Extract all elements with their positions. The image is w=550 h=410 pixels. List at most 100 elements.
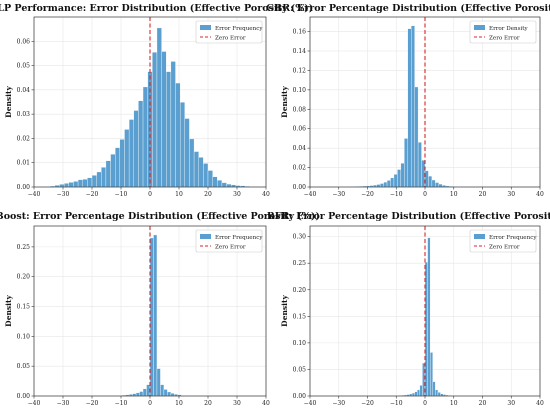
y-tick-label: 0.02 (293, 165, 307, 172)
y-tick-label: 0.10 (17, 333, 31, 340)
y-tick-label: 0.04 (293, 145, 307, 152)
y-tick-label: 0.01 (17, 160, 30, 167)
histogram-bar (175, 82, 181, 188)
chart-panel-3: −40 −30 −20 −10 0 10 20 30 40 0.00 0.05 0.10 0.15 0.2… (0, 211, 320, 407)
legend-box (469, 229, 537, 253)
histogram-bar (156, 368, 161, 397)
histogram-bar (435, 182, 439, 188)
y-tick-label: 0.08 (293, 106, 307, 113)
legend-swatch-bars (200, 25, 211, 30)
legend-swatch-bars (474, 25, 485, 30)
y-axis-label: Density (280, 295, 289, 327)
histogram-bar (73, 181, 79, 188)
x-tick-label: 20 (479, 191, 487, 198)
chart-title: XGBoost: Error Percentage Distribution (… (0, 211, 320, 222)
legend: Error Frequency Zero Error (195, 20, 263, 44)
y-tick-label: 0.06 (293, 126, 307, 133)
histogram-bar (411, 392, 415, 397)
histogram-bar (386, 180, 391, 188)
y-tick-label: 0.15 (293, 313, 307, 320)
histogram-bar (203, 163, 209, 188)
histogram-bar (217, 180, 223, 188)
x-tick-label: 40 (262, 400, 270, 407)
y-tick-label: 0.16 (293, 29, 307, 36)
histogram-bar (435, 389, 439, 397)
legend: Error Density Zero Error (469, 20, 537, 44)
histogram-bar (431, 179, 436, 188)
y-tick-label: 0.14 (293, 48, 307, 55)
y-tick-label: 0.04 (17, 87, 31, 94)
x-tick-label: 10 (175, 400, 183, 407)
legend-entry: Error Frequency (489, 235, 537, 241)
histogram-bar (437, 392, 441, 397)
histogram-bar (96, 171, 102, 188)
histogram-bar (170, 393, 175, 397)
x-tick-label: 20 (204, 191, 212, 198)
x-tick-label: −10 (115, 400, 128, 407)
y-tick-label: 0.05 (17, 63, 31, 70)
x-tick-label: 20 (479, 400, 487, 407)
histogram-bar (152, 52, 158, 188)
legend-swatch-bars (474, 234, 485, 239)
histogram-bar (166, 71, 172, 188)
y-axis-label: Density (280, 86, 289, 118)
histogram-bar (82, 179, 88, 188)
histogram-bar (432, 381, 436, 397)
legend-entry: Error Frequency (215, 235, 263, 241)
chart-title: GBR: Error Percentage Distribution (Effe… (266, 3, 550, 14)
histogram-bar (400, 163, 405, 188)
histogram-bar (105, 160, 111, 188)
histogram-bar (153, 234, 158, 397)
y-tick-label: 0.25 (293, 260, 307, 267)
histogram-bar (138, 100, 144, 188)
histogram-bar (156, 27, 162, 188)
x-tick-label: −40 (28, 191, 41, 198)
histogram-bar (59, 184, 65, 188)
histogram-bar (189, 138, 195, 188)
histogram-bar (184, 118, 190, 188)
x-tick-label: −40 (28, 400, 41, 407)
y-tick-label: 0.00 (293, 184, 307, 191)
x-tick-label: 10 (450, 191, 458, 198)
x-tick-label: 40 (536, 191, 544, 198)
x-tick-label: 30 (233, 191, 241, 198)
legend-entry: Error Frequency (215, 26, 263, 32)
y-tick-label: 0.00 (17, 393, 31, 400)
y-tick-label: 0.02 (17, 135, 31, 142)
legend-entry: Zero Error (489, 244, 520, 250)
y-axis-label: Density (4, 295, 13, 327)
histogram-bar (119, 139, 125, 188)
legend-entry: Zero Error (215, 244, 246, 250)
x-tick-label: 30 (233, 400, 241, 407)
chart-panel-4: −40 −30 −20 −10 0 10 20 30 40 0.00 0.05 0.10 0.15 0.2… (267, 211, 550, 407)
x-tick-label: 40 (536, 400, 544, 407)
y-tick-label: 0.00 (293, 393, 307, 400)
legend: Error Frequency Zero Error (195, 229, 263, 253)
x-tick-label: 0 (423, 191, 427, 198)
histogram-bar (142, 388, 147, 397)
y-tick-label: 0.30 (293, 234, 307, 241)
histogram-bar (87, 177, 93, 188)
histogram-bar (198, 157, 204, 188)
legend-box (469, 20, 537, 44)
histogram-bar (419, 385, 423, 397)
y-tick-label: 0.20 (17, 274, 31, 281)
histogram-bar (221, 182, 227, 188)
y-tick-label: 0.00 (17, 184, 31, 191)
histogram-bar (411, 25, 415, 188)
x-tick-label: 20 (204, 400, 212, 407)
y-tick-label: 0.20 (293, 287, 307, 294)
y-tick-label: 0.10 (293, 340, 307, 347)
histogram-bar (128, 119, 134, 188)
chart-title: MLP Performance: Error Distribution (Eff… (0, 3, 313, 14)
chart-title: RFR: Error Percentage Distribution (Effe… (267, 211, 550, 222)
x-tick-label: 0 (423, 400, 427, 407)
histogram-bar (68, 182, 74, 188)
histogram-bar (417, 142, 422, 188)
histogram-bar (414, 86, 419, 188)
histogram-bar (383, 181, 388, 188)
y-tick-label: 0.10 (293, 87, 307, 94)
y-tick-label: 0.05 (17, 363, 31, 370)
histogram-bar (393, 174, 398, 188)
